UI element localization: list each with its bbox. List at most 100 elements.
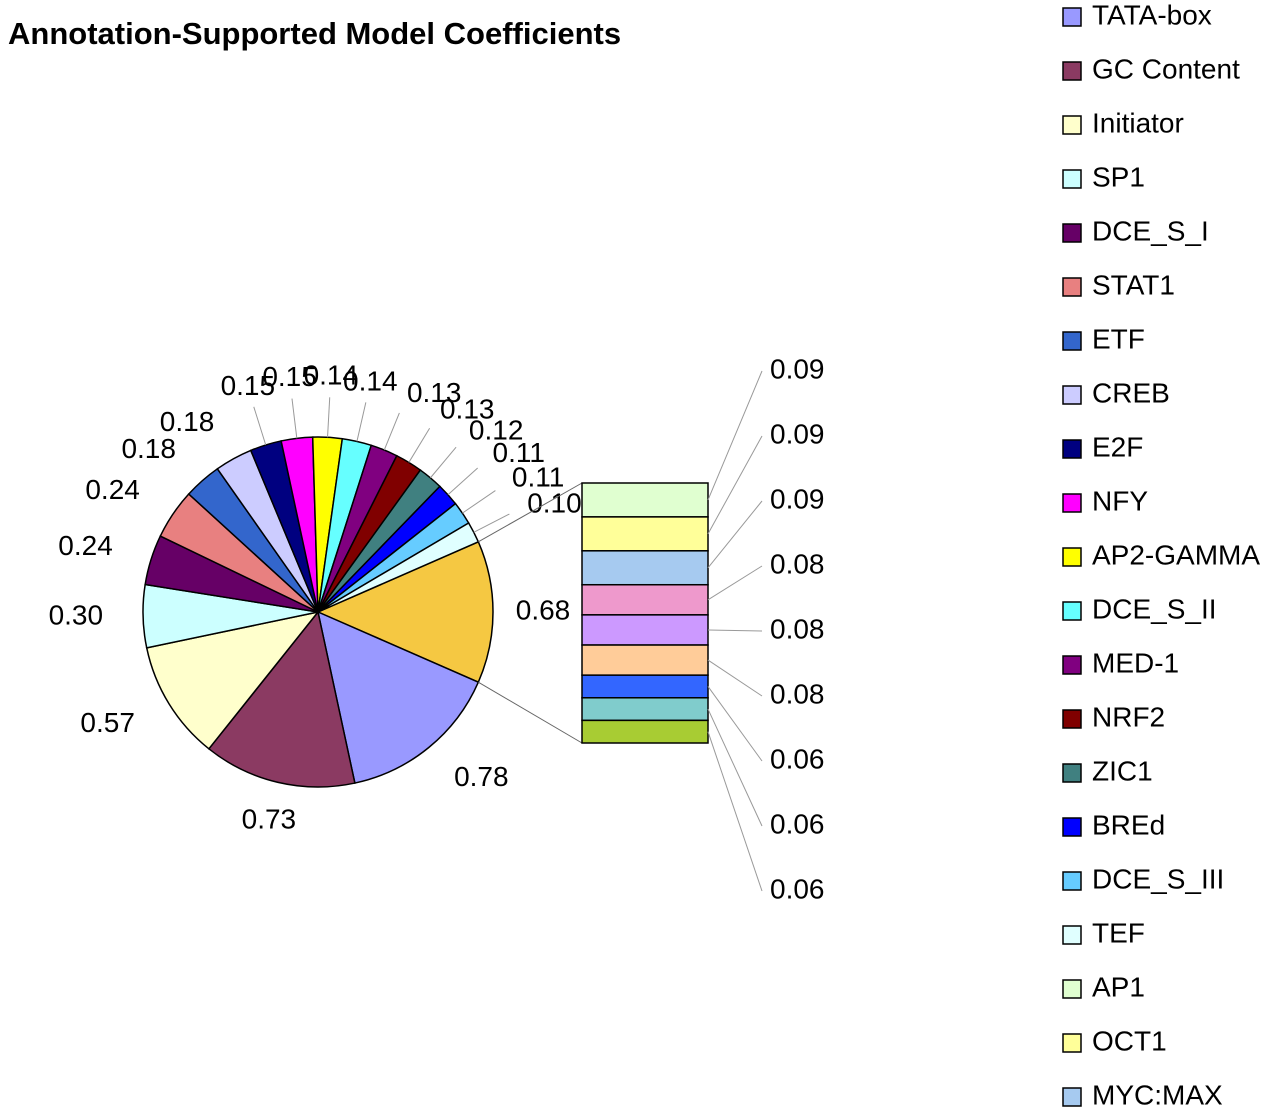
legend-label: NRF2 (1092, 701, 1165, 732)
value-label: 0.12 (469, 414, 523, 445)
leader-line (473, 513, 510, 533)
bar-segment (581, 674, 709, 699)
connector (478, 482, 583, 543)
bar-segment (581, 583, 709, 616)
legend-swatch (1062, 979, 1082, 999)
leader-line (707, 500, 763, 569)
value-label: 0.09 (770, 483, 825, 514)
legend-swatch (1062, 871, 1082, 891)
leader-line (447, 467, 478, 496)
value-label: 0.15 (221, 370, 276, 401)
value-label: 0.06 (770, 743, 825, 774)
chart-title: Annotation-Supported Model Coefficients (8, 16, 621, 51)
legend-swatch (1062, 331, 1082, 351)
legend-label: TEF (1092, 917, 1145, 948)
value-label: 0.30 (49, 600, 104, 631)
legend-label: GC Content (1092, 53, 1240, 84)
value-label: 0.18 (121, 433, 176, 464)
legend-label: OCT1 (1092, 1025, 1167, 1056)
legend-label: Initiator (1092, 107, 1184, 138)
bar-segment (581, 719, 709, 744)
leader-line (707, 731, 763, 892)
leader-line (356, 402, 367, 442)
value-label: 0.08 (770, 613, 825, 644)
value-label: 0.08 (770, 548, 825, 579)
leader-line (707, 686, 763, 762)
legend-label: MED-1 (1092, 647, 1179, 678)
legend-label: AP2-GAMMA (1092, 539, 1260, 570)
legend-swatch (1062, 655, 1082, 675)
legend-swatch (1062, 385, 1082, 405)
legend-label: ZIC1 (1092, 755, 1153, 786)
legend-label: MYC:MAX (1092, 1079, 1223, 1110)
legend-swatch (1062, 1087, 1082, 1107)
legend-swatch (1062, 601, 1082, 621)
connector (478, 681, 583, 744)
pie-slice-other (316, 540, 494, 684)
leader-line (462, 490, 496, 514)
legend-label: STAT1 (1092, 269, 1175, 300)
legend-label: E2F (1092, 431, 1143, 462)
legend-label: AP1 (1092, 971, 1145, 1002)
value-label: 0.14 (343, 365, 398, 396)
legend-swatch (1062, 277, 1082, 297)
bar-segment (581, 697, 709, 722)
legend-swatch (1062, 7, 1082, 27)
legend-swatch (1062, 709, 1082, 729)
value-label: 0.11 (493, 437, 545, 468)
value-label: 0.24 (85, 474, 140, 505)
legend-swatch (1062, 1033, 1082, 1053)
legend-label: NFY (1092, 485, 1148, 516)
pie-slice (207, 610, 356, 788)
leader-line (430, 446, 457, 479)
pie-slice (316, 610, 480, 784)
legend-swatch (1062, 115, 1082, 135)
legend-swatch (1062, 817, 1082, 837)
legend-label: BREd (1092, 809, 1165, 840)
bar-segment (581, 644, 709, 676)
legend-label: ETF (1092, 323, 1145, 354)
value-label: 0.10 (527, 487, 582, 518)
value-label: 0.73 (242, 804, 297, 835)
bar-segment (581, 550, 709, 586)
value-label: 0.18 (160, 406, 215, 437)
leader-line (707, 629, 763, 632)
value-label: 0.08 (770, 678, 825, 709)
bar-segment (581, 614, 709, 646)
leader-line (707, 659, 763, 697)
legend-swatch (1062, 439, 1082, 459)
leader-line (291, 398, 298, 439)
value-label: 0.24 (58, 530, 113, 561)
value-label: 0.78 (454, 761, 509, 792)
leader-line (253, 406, 267, 446)
value-label: 0.09 (770, 418, 825, 449)
leader-line (327, 397, 331, 438)
legend-swatch (1062, 763, 1082, 783)
value-label: 0.13 (440, 394, 495, 425)
value-label: 0.11 (512, 462, 564, 493)
value-label: 0.09 (770, 353, 825, 384)
leader-line (707, 708, 763, 827)
legend-label: DCE_S_I (1092, 215, 1209, 246)
legend-label: DCE_S_III (1092, 863, 1224, 894)
leader-line (707, 370, 763, 501)
value-label: 0.06 (770, 873, 825, 904)
legend-swatch (1062, 925, 1082, 945)
legend-swatch (1062, 223, 1082, 243)
legend-label: SP1 (1092, 161, 1145, 192)
bar-segment (581, 482, 709, 518)
legend-swatch (1062, 547, 1082, 567)
leader-line (408, 427, 431, 463)
value-label: 0.15 (262, 361, 317, 392)
leader-line (383, 412, 400, 451)
legend-label: DCE_S_II (1092, 593, 1217, 624)
value-label: 0.57 (80, 707, 135, 738)
bar-segment (581, 516, 709, 552)
leader-line (707, 435, 763, 535)
pie-slice (145, 610, 320, 750)
value-label: 0.68 (516, 594, 571, 625)
legend-swatch (1062, 61, 1082, 81)
legend-swatch (1062, 169, 1082, 189)
